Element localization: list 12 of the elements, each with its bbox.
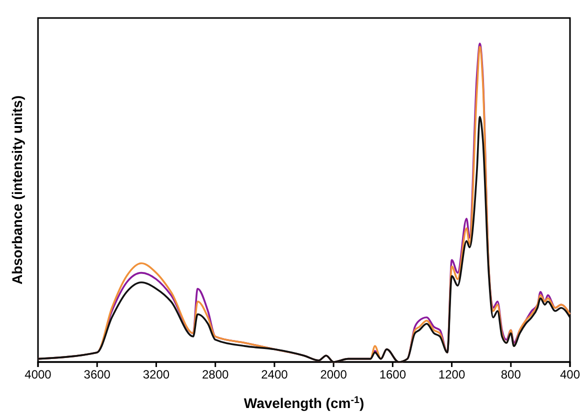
x-tick-label: 4000: [24, 368, 52, 382]
x-tick-label: 800: [500, 368, 522, 382]
y-axis-title: Absorbance (intensity units): [9, 95, 25, 285]
x-tick-label: 2800: [202, 368, 230, 382]
x-tick-label: 3200: [142, 368, 170, 382]
x-tick-label: 1600: [379, 368, 406, 382]
x-tick-label: 2000: [320, 368, 348, 382]
x-tick-label: 400: [560, 368, 580, 382]
x-tick-label: 1200: [438, 368, 466, 382]
x-tick-label: 3600: [84, 368, 111, 382]
x-axis-title: Wavelength (cm$^{-1}$): [244, 394, 364, 411]
x-tick-label: 2400: [261, 368, 288, 382]
